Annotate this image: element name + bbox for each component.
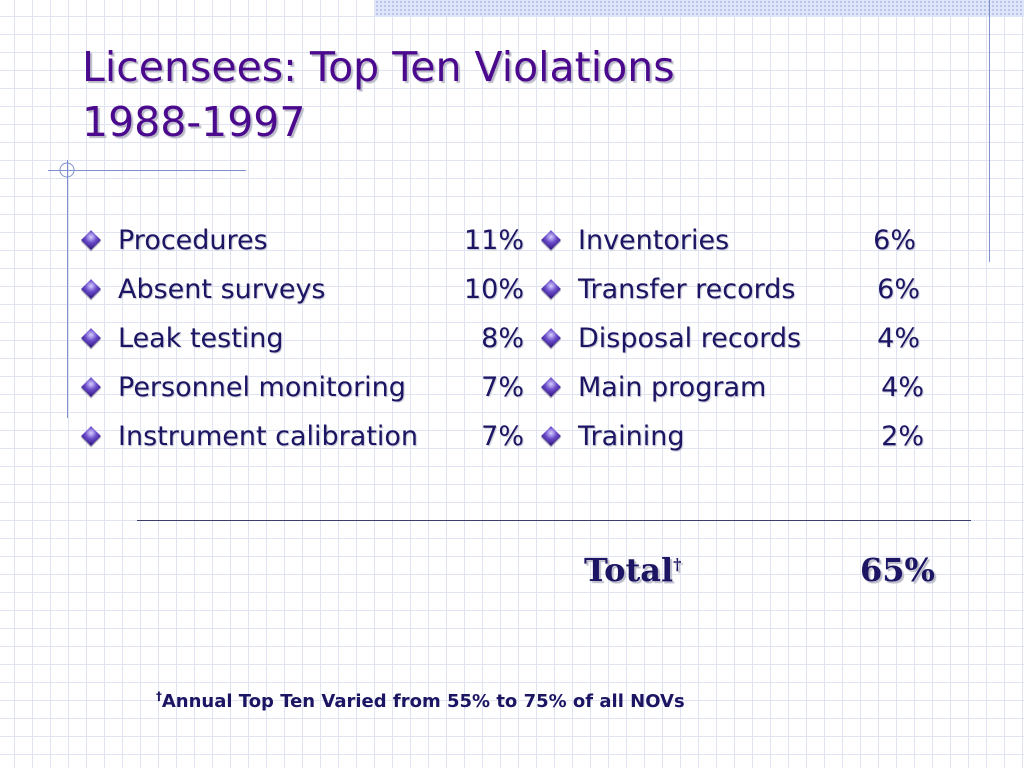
diamond-bullet-icon xyxy=(541,426,561,446)
violation-percent: 11% xyxy=(463,225,524,256)
violation-label: Inventories xyxy=(578,225,730,256)
total-label: Total† xyxy=(584,551,682,589)
violations-list-left: Procedures 11% Absent surveys 10% Leak t… xyxy=(81,224,524,469)
list-item: Inventories 6% xyxy=(541,224,924,273)
total-dagger-marker: † xyxy=(673,554,682,574)
diamond-bullet-icon xyxy=(81,230,101,250)
violation-percent: 2% xyxy=(881,421,924,452)
diamond-bullet-icon xyxy=(81,328,101,348)
violation-label: Personnel monitoring xyxy=(118,372,406,403)
list-item: Leak testing 8% xyxy=(81,322,524,371)
diamond-bullet-icon xyxy=(541,279,561,299)
diamond-bullet-icon xyxy=(81,377,101,397)
violation-percent: 4% xyxy=(877,323,920,354)
diamond-bullet-icon xyxy=(81,279,101,299)
total-label-text: Total xyxy=(584,551,674,589)
violation-percent: 8% xyxy=(481,323,524,354)
violation-label: Transfer records xyxy=(578,274,796,305)
diamond-bullet-icon xyxy=(541,377,561,397)
top-decorative-band xyxy=(375,0,1024,17)
violation-percent: 7% xyxy=(481,421,524,452)
violation-label: Disposal records xyxy=(578,323,802,354)
violation-label: Main program xyxy=(578,372,767,403)
violation-label: Procedures xyxy=(118,225,268,256)
total-divider xyxy=(137,520,971,521)
list-item: Instrument calibration 7% xyxy=(81,420,524,469)
right-vertical-rule xyxy=(989,0,990,262)
diamond-bullet-icon xyxy=(541,328,561,348)
violation-percent: 7% xyxy=(481,372,524,403)
violation-percent: 6% xyxy=(873,225,916,256)
list-item: Absent surveys 10% xyxy=(81,273,524,322)
violation-label: Instrument calibration xyxy=(118,421,419,452)
violation-percent: 4% xyxy=(881,372,924,403)
slide-title: Licensees: Top Ten Violations 1988-1997 xyxy=(82,40,675,150)
list-item: Training 2% xyxy=(541,420,924,469)
list-item: Main program 4% xyxy=(541,371,924,420)
slide-title-line-1: Licensees: Top Ten Violations xyxy=(82,43,675,91)
list-item: Transfer records 6% xyxy=(541,273,924,322)
diamond-bullet-icon xyxy=(81,426,101,446)
footnote-dagger-marker: † xyxy=(156,689,162,703)
corner-circle-icon xyxy=(59,162,75,178)
violation-label: Absent surveys xyxy=(118,274,326,305)
slide-title-line-2: 1988-1997 xyxy=(82,98,306,146)
left-vertical-rule xyxy=(67,160,68,418)
violation-label: Leak testing xyxy=(118,323,284,354)
footnote: †Annual Top Ten Varied from 55% to 75% o… xyxy=(156,690,685,714)
violation-label: Training xyxy=(578,421,685,452)
title-underline-rule xyxy=(48,170,246,171)
violations-list-right: Inventories 6% Transfer records 6% Dispo… xyxy=(541,224,924,469)
list-item: Disposal records 4% xyxy=(541,322,924,371)
diamond-bullet-icon xyxy=(541,230,561,250)
footnote-text: Annual Top Ten Varied from 55% to 75% of… xyxy=(161,691,685,712)
list-item: Procedures 11% xyxy=(81,224,524,273)
total-value: 65% xyxy=(860,551,935,589)
violation-percent: 6% xyxy=(877,274,920,305)
list-item: Personnel monitoring 7% xyxy=(81,371,524,420)
violation-percent: 10% xyxy=(463,274,524,305)
